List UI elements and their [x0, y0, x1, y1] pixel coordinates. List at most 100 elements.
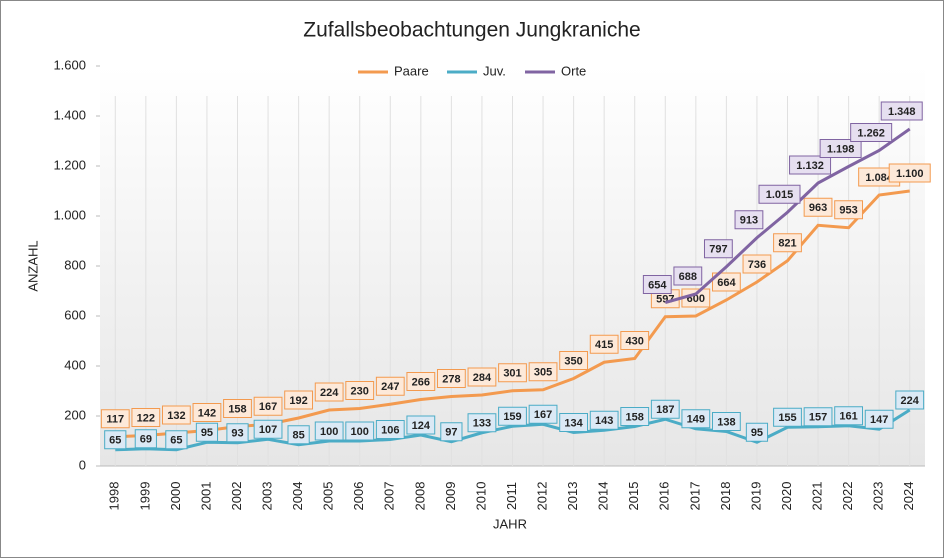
data-label: 224: [320, 387, 339, 399]
data-label: 1.015: [766, 189, 794, 201]
data-label: 305: [534, 367, 552, 379]
data-label: 159: [503, 411, 521, 423]
x-tick-label: 2000: [168, 482, 183, 511]
data-label: 147: [870, 414, 888, 426]
x-tick-label: 1999: [137, 482, 152, 511]
data-label: 430: [626, 335, 644, 347]
data-label: 142: [198, 407, 216, 419]
x-tick-label: 2011: [504, 482, 519, 510]
data-label: 158: [228, 403, 246, 415]
data-label: 93: [231, 428, 243, 440]
data-label: 224: [901, 395, 920, 407]
y-tick-label: 400: [64, 357, 86, 372]
data-label-box: [467, 367, 497, 387]
chart-title: Zufallsbeobachtungen Jungkraniche: [303, 19, 640, 42]
x-tick-label: 2019: [748, 482, 763, 511]
data-label-box: [559, 413, 589, 432]
data-label: 97: [445, 427, 457, 439]
data-label-box: [803, 407, 833, 427]
data-label: 95: [751, 427, 763, 439]
data-label: 247: [381, 381, 399, 393]
data-label-box: [195, 422, 219, 442]
data-label-box: [773, 407, 802, 427]
data-label: 953: [839, 205, 857, 217]
data-label: 913: [740, 215, 758, 227]
data-label-box: [131, 408, 161, 427]
data-label-box: [406, 415, 436, 435]
data-label-box: [834, 200, 864, 220]
data-label-box: [620, 407, 650, 426]
data-label: 350: [564, 355, 582, 367]
x-tick-label: 2016: [657, 482, 672, 511]
x-tick-label: 2001: [198, 482, 213, 511]
data-label: 284: [473, 372, 492, 384]
data-label: 117: [106, 414, 124, 426]
data-label-box: [642, 275, 672, 294]
data-label: 134: [564, 417, 583, 429]
data-label-box: [345, 381, 375, 400]
y-tick-label: 1.000: [53, 207, 86, 222]
data-label: 821: [778, 238, 796, 250]
x-tick-label: 2007: [382, 482, 397, 511]
data-label-box: [253, 419, 283, 439]
data-label-box: [314, 421, 344, 441]
data-label-box: [895, 390, 925, 410]
x-tick-label: 2008: [412, 482, 427, 511]
x-tick-label: 2023: [871, 482, 886, 511]
x-tick-label: 2003: [259, 482, 274, 511]
data-label: 278: [442, 373, 460, 385]
data-label-box: [850, 123, 893, 142]
series-line: [664, 127, 911, 304]
y-tick-label: 800: [64, 257, 86, 272]
x-tick-label: 2015: [626, 482, 641, 511]
data-label: 122: [137, 412, 155, 424]
data-label: 149: [687, 414, 705, 426]
data-label-box: [528, 362, 558, 382]
data-label-box: [681, 409, 711, 429]
x-tick-label: 2005: [321, 482, 336, 511]
x-tick-label: 2018: [718, 482, 733, 511]
x-tick-label: 2013: [565, 482, 580, 511]
data-label-box: [673, 266, 703, 286]
data-label-box: [161, 405, 191, 425]
y-tick-label: 0: [79, 457, 86, 472]
x-tick-label: 2020: [779, 482, 794, 511]
data-label: 187: [656, 404, 674, 416]
y-tick-label: 600: [64, 307, 86, 322]
data-label: 1.132: [796, 160, 824, 172]
data-label-box: [589, 334, 619, 354]
data-label-box: [864, 409, 894, 429]
data-label: 1.100: [896, 168, 924, 180]
data-label: 106: [381, 424, 399, 436]
data-label: 1.084: [865, 172, 893, 184]
data-label: 69: [140, 434, 152, 446]
data-label: 688: [679, 271, 697, 283]
data-label: 797: [709, 244, 727, 256]
data-label: 65: [170, 435, 182, 447]
data-label-box: [880, 101, 923, 121]
data-label: 167: [259, 401, 277, 413]
data-label-box: [375, 420, 405, 439]
data-label: 963: [809, 202, 827, 214]
data-label: 85: [292, 430, 304, 442]
data-label: 138: [717, 416, 735, 428]
x-tick-label: 2010: [473, 482, 488, 511]
x-tick-label: 1998: [107, 482, 122, 511]
data-label-box: [803, 197, 833, 217]
x-tick-label: 2024: [901, 482, 916, 511]
data-label-box: [375, 376, 405, 396]
x-tick-label: 2022: [840, 482, 855, 511]
data-label: 415: [595, 339, 613, 351]
data-label: 192: [289, 395, 307, 407]
data-label-box: [745, 422, 769, 442]
y-tick-label: 1.200: [53, 157, 86, 172]
data-label: 124: [412, 420, 431, 432]
data-label-box: [192, 403, 222, 422]
x-tick-label: 2006: [351, 482, 366, 511]
data-label: 133: [473, 418, 491, 430]
data-label: 100: [320, 426, 338, 438]
data-label-box: [223, 399, 252, 418]
legend-label: Orte: [561, 63, 586, 78]
data-label: 143: [595, 415, 613, 427]
data-label-box: [345, 421, 375, 441]
